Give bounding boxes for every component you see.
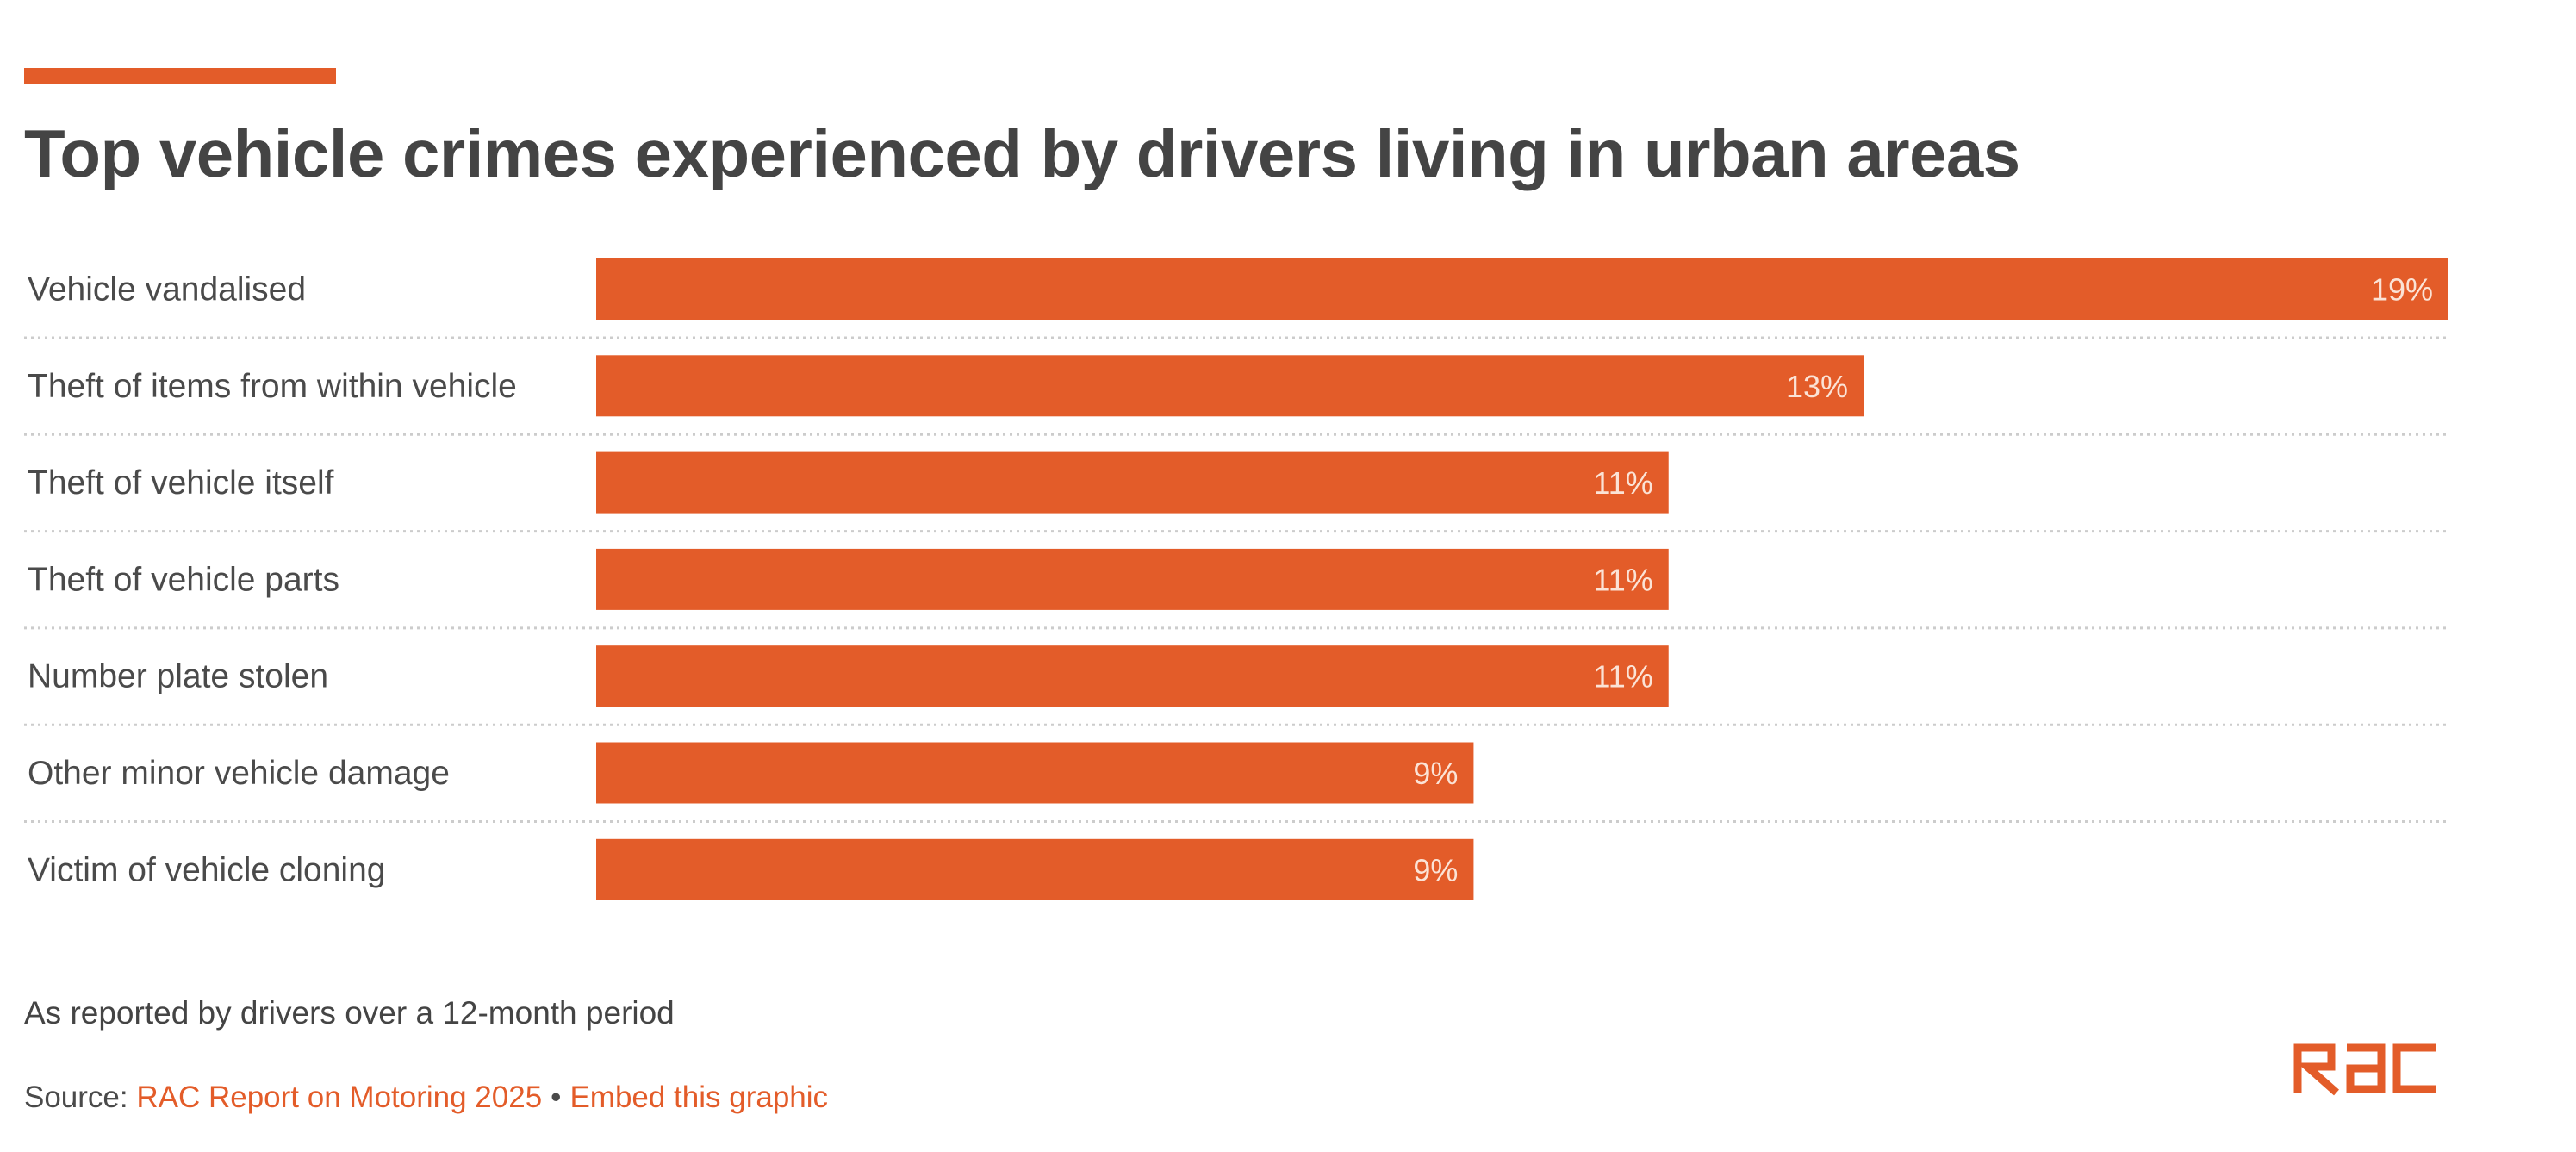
embed-graphic-link[interactable]: Embed this graphic bbox=[569, 1080, 829, 1114]
value-label: 9% bbox=[1413, 852, 1458, 887]
category-label: Theft of vehicle itself bbox=[28, 464, 334, 501]
value-label: 9% bbox=[1413, 756, 1458, 791]
chart-note: As reported by drivers over a 12-month p… bbox=[24, 995, 675, 1031]
chart-title: Top vehicle crimes experienced by driver… bbox=[24, 115, 2020, 191]
value-label: 11% bbox=[1593, 659, 1652, 694]
source-link[interactable]: RAC Report on Motoring 2025 bbox=[136, 1080, 543, 1114]
source-line: Source: RAC Report on Motoring 2025 • Embe… bbox=[24, 1080, 828, 1115]
bar bbox=[596, 645, 1669, 707]
value-label: 11% bbox=[1593, 465, 1652, 501]
bar bbox=[596, 451, 1669, 514]
value-label: 19% bbox=[2371, 272, 2433, 308]
category-label: Theft of items from within vehicle bbox=[28, 368, 517, 405]
category-label: Other minor vehicle damage bbox=[28, 755, 450, 792]
rac-logo-icon bbox=[2293, 1043, 2436, 1096]
bar bbox=[596, 258, 2448, 320]
source-prefix: Source: bbox=[24, 1080, 128, 1114]
bar bbox=[596, 355, 1864, 417]
category-label: Theft of vehicle parts bbox=[28, 561, 339, 598]
bar bbox=[596, 838, 1474, 900]
bar bbox=[596, 548, 1669, 610]
bar bbox=[596, 742, 1474, 804]
category-label: Vehicle vandalised bbox=[28, 271, 306, 308]
value-label: 13% bbox=[1786, 369, 1848, 404]
category-label: Victim of vehicle cloning bbox=[28, 851, 385, 888]
source-separator: • bbox=[551, 1080, 562, 1114]
title-accent-bar bbox=[24, 68, 336, 84]
value-label: 11% bbox=[1593, 562, 1652, 597]
category-label: Number plate stolen bbox=[28, 658, 328, 695]
